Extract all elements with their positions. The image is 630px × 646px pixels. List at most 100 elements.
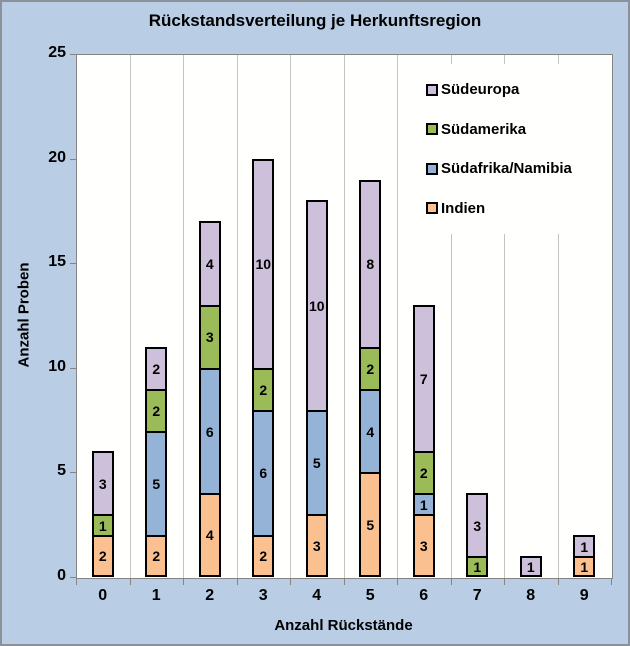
bar-segment-sdeuropa: 8: [359, 179, 382, 349]
legend-item: Südafrika/Namibia: [426, 160, 609, 177]
legend-label: Südafrika/Namibia: [441, 160, 572, 178]
bar-data-label: 4: [205, 256, 214, 273]
legend-item: Südamerika: [426, 121, 609, 138]
bar-segment-sdeuropa: 2: [145, 346, 168, 391]
x-tick: [343, 579, 345, 585]
bar-data-label: 4: [366, 423, 375, 440]
y-tick-label: 5: [57, 462, 66, 480]
bar-segment-indien: 5: [359, 472, 382, 577]
bar-segment-sdamerika: 1: [466, 556, 489, 577]
legend: Südeuropa Südamerika Südafrika/Namibia Indi…: [414, 64, 609, 234]
gridline: [129, 55, 131, 578]
bar-segment-sdeuropa: 1: [519, 556, 542, 577]
legend-item: Indien: [426, 200, 609, 217]
x-tick: [290, 579, 291, 585]
gridline: [450, 55, 452, 578]
bar-data-label: 2: [259, 548, 268, 565]
bar-data-label: 2: [152, 548, 161, 565]
bar-segment-sdeuropa: 4: [198, 221, 221, 308]
bar-segment-indien: 1: [573, 556, 596, 577]
bar-data-label: 7: [419, 371, 428, 388]
bar-segment-indien: 2: [91, 535, 114, 577]
bar-data-label: 2: [152, 360, 161, 377]
bar-segment-sdafrikanamibia: 6: [198, 367, 221, 496]
gridline: [183, 55, 184, 578]
x-tick-label: 1: [151, 587, 161, 604]
y-tick-label: 15: [48, 253, 66, 271]
bar-data-label: 5: [152, 475, 161, 492]
x-tick-label: 4: [312, 587, 322, 604]
bar-segment-sdafrikanamibia: 1: [412, 493, 435, 517]
legend-label: Indien: [441, 199, 486, 217]
y-tick: [70, 263, 76, 265]
bar-data-label: 6: [205, 423, 214, 440]
x-tick: [183, 579, 184, 585]
bar-data-label: 3: [473, 517, 482, 534]
bar-data-label: 1: [580, 538, 589, 555]
x-tick: [611, 579, 612, 585]
x-tick: [557, 579, 559, 585]
y-tick: [70, 577, 76, 578]
x-axis-title: Anzahl Rückstände: [274, 617, 413, 634]
x-tick-label: 5: [365, 587, 375, 604]
y-tick: [70, 54, 76, 55]
bar-data-label: 6: [259, 465, 268, 482]
gridline: [504, 55, 505, 578]
gridline: [236, 55, 238, 578]
bar-data-label: 2: [419, 465, 428, 482]
y-axis-title: Anzahl Proben: [15, 262, 33, 368]
x-tick: [450, 579, 452, 585]
bar-data-label: 2: [152, 402, 161, 419]
bar-segment-sdeuropa: 3: [91, 451, 114, 517]
y-tick-label: 10: [48, 357, 66, 375]
bar-data-label: 10: [255, 256, 272, 273]
gridline: [343, 55, 345, 578]
x-tick-label: 8: [526, 587, 536, 604]
bar-data-label: 1: [580, 558, 589, 575]
bar-data-label: 5: [366, 516, 375, 533]
x-tick: [129, 579, 131, 585]
bar-data-label: 3: [312, 537, 321, 554]
chart-title: Rückstandsverteilung je Herkunftsregion: [148, 11, 482, 30]
legend-item: Südeuropa: [426, 81, 609, 98]
bar-segment-sdamerika: 2: [412, 451, 435, 496]
bar-segment-indien: 2: [252, 535, 275, 577]
bar-data-label: 10: [308, 298, 325, 315]
bar-segment-sdafrikanamibia: 5: [145, 430, 168, 538]
bar-segment-sdeuropa: 7: [412, 305, 435, 454]
y-tick: [70, 472, 76, 474]
bar-data-label: 2: [366, 360, 375, 377]
bar-data-label: 1: [473, 558, 482, 575]
bar-data-label: 3: [205, 329, 214, 346]
bar-segment-sdamerika: 1: [91, 514, 114, 538]
x-tick: [504, 579, 505, 585]
bar-data-label: 4: [205, 527, 214, 544]
gridline: [557, 55, 559, 578]
x-tick-label: 9: [579, 587, 589, 604]
x-tick-label: 0: [98, 587, 108, 604]
gridline: [290, 55, 291, 578]
gridline: [397, 55, 398, 578]
bar-data-label: 8: [366, 256, 375, 273]
bar-segment-sdeuropa: 1: [573, 535, 596, 559]
bar-data-label: 2: [98, 548, 107, 565]
y-tick-label: 20: [48, 148, 66, 166]
x-tick-label: 3: [258, 587, 268, 604]
bar-segment-sdafrikanamibia: 4: [359, 388, 382, 475]
y-tick: [70, 367, 76, 369]
bar-segment-sdamerika: 3: [198, 305, 221, 370]
bar-segment-sdeuropa: 10: [305, 200, 328, 412]
bar-segment-indien: 2: [145, 535, 168, 577]
bar-segment-indien: 3: [412, 514, 435, 577]
legend-swatch-icon: [426, 162, 438, 175]
x-tick-label: 6: [419, 587, 429, 604]
x-tick-label: 7: [472, 587, 482, 604]
bar-segment-sdamerika: 2: [252, 367, 275, 412]
bar-segment-sdeuropa: 3: [466, 493, 489, 559]
bar-data-label: 2: [259, 381, 268, 398]
bar-data-label: 1: [98, 517, 107, 534]
legend-swatch-icon: [426, 83, 438, 96]
bar-segment-sdamerika: 2: [145, 388, 168, 433]
x-tick: [397, 579, 398, 585]
x-tick: [236, 579, 238, 585]
